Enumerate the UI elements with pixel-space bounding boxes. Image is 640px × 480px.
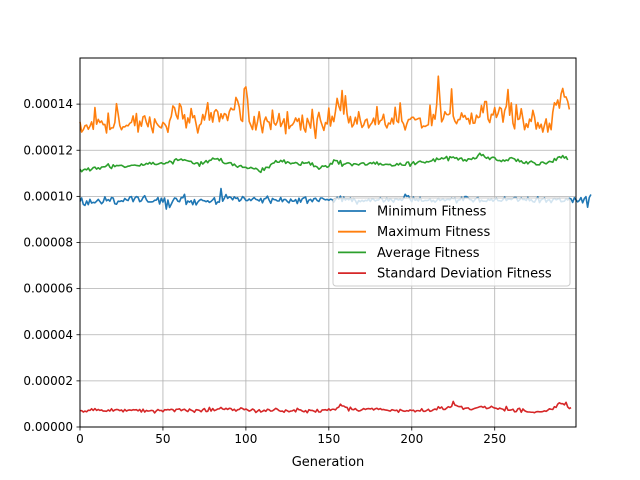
x-axis: 0 50 100 150 200 250 <box>76 427 506 446</box>
y-axis: 0.00000 0.00002 0.00004 0.00006 0.00008 0.000… <box>23 97 80 434</box>
legend-label-3: Standard Deviation Fitness <box>377 267 552 282</box>
y-tick-label: 0.00002 <box>23 374 73 388</box>
x-tick-label: 50 <box>155 432 170 446</box>
legend-label-2: Average Fitness <box>377 246 480 261</box>
y-tick-label: 0.00004 <box>23 328 73 342</box>
y-tick-label: 0.00006 <box>23 282 73 296</box>
legend-label-1: Maximum Fitness <box>377 225 490 240</box>
series-line-3 <box>80 400 572 414</box>
y-tick-label: 0.00008 <box>23 236 73 250</box>
x-tick-label: 0 <box>76 432 84 446</box>
x-tick-label: 100 <box>234 432 257 446</box>
y-tick-label: 0.00000 <box>23 420 73 434</box>
y-tick-label: 0.00014 <box>23 97 73 111</box>
y-tick-label: 0.00012 <box>23 143 73 157</box>
x-tick-label: 250 <box>483 432 506 446</box>
x-tick-label: 200 <box>400 432 423 446</box>
legend-box <box>332 197 571 287</box>
legend-items: Minimum Fitness Maximum Fitness Average Fi… <box>338 205 552 282</box>
y-tick-label: 0.00010 <box>23 189 73 203</box>
x-tick-label: 150 <box>317 432 340 446</box>
legend-label-0: Minimum Fitness <box>377 205 487 220</box>
legend: Minimum Fitness Maximum Fitness Average Fi… <box>332 197 571 287</box>
series-line-2 <box>79 152 569 174</box>
series-line-1 <box>79 75 571 140</box>
x-axis-label: Generation <box>292 455 365 470</box>
